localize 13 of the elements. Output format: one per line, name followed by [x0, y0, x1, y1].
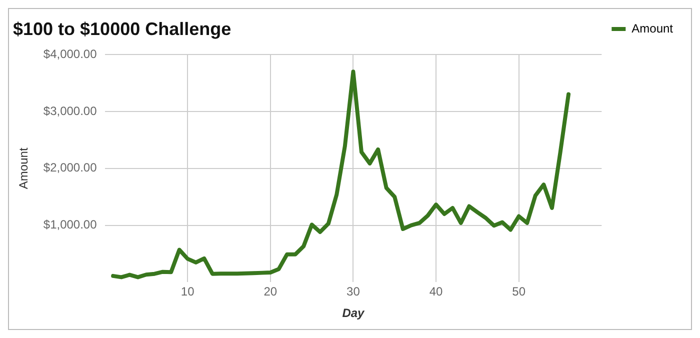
legend-label: Amount	[632, 21, 674, 36]
y-tick-label: $1,000.00	[43, 218, 98, 232]
y-axis-title: Amount	[16, 147, 31, 190]
x-tick-label: 40	[429, 284, 444, 299]
x-tick-label: 50	[512, 284, 526, 299]
x-tick-label: 20	[264, 284, 278, 299]
y-tick-label: $3,000.00	[43, 104, 98, 118]
x-tick-label: 10	[180, 284, 195, 299]
y-tick-label: $4,000.00	[43, 46, 98, 61]
x-axis-title: Day	[342, 306, 366, 320]
x-tick-label: 30	[346, 284, 360, 299]
chart-title: $100 to $10000 Challenge	[13, 18, 232, 39]
y-tick-label: $2,000.00	[43, 160, 98, 175]
